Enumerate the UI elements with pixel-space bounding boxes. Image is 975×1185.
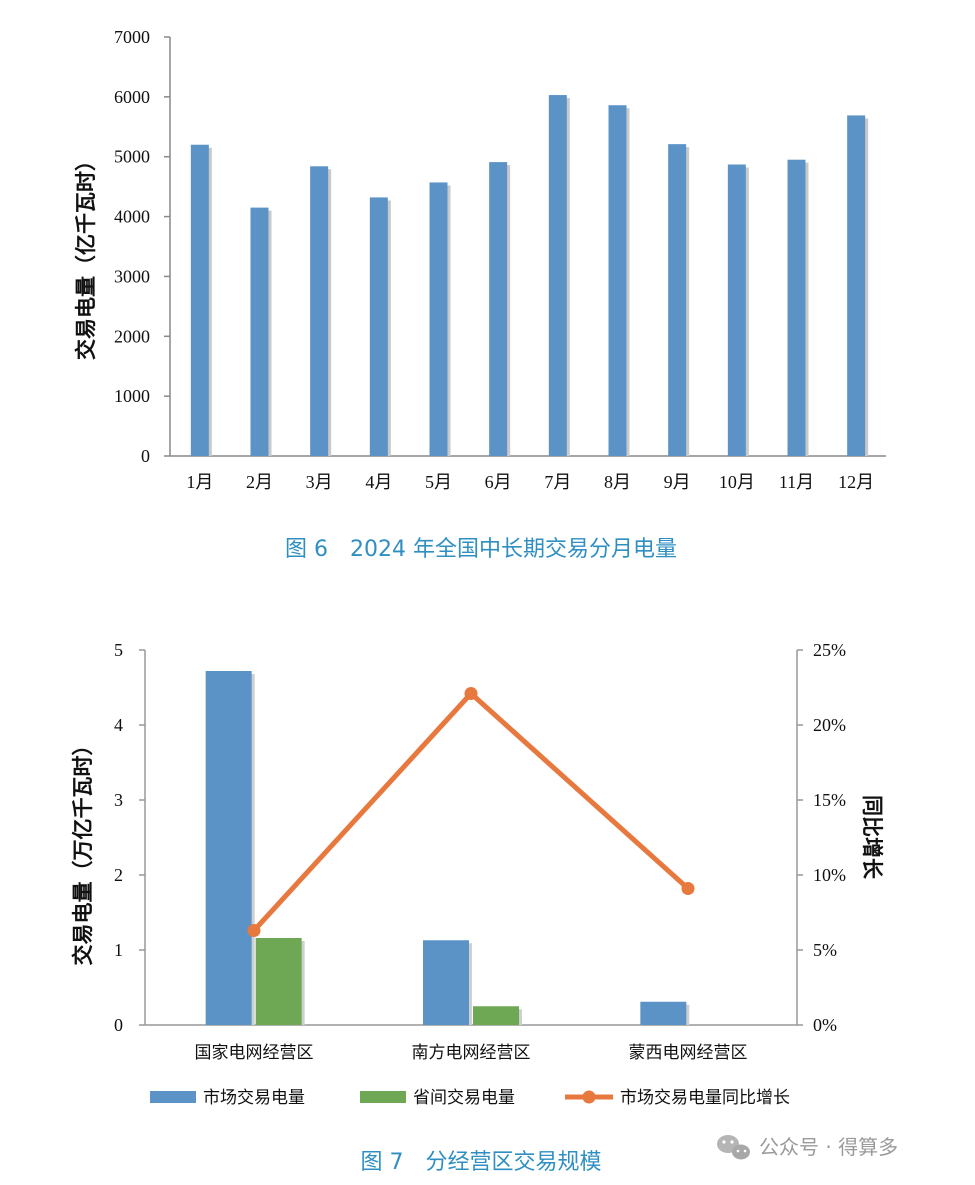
chart6-x-tick-label: 7月	[544, 472, 571, 492]
chart7-y2-tick-label: 20%	[813, 715, 846, 735]
chart6-bars	[190, 95, 869, 457]
chart7-y-tick-label: 3	[114, 790, 123, 810]
chart7-bar-interprovincial	[473, 1006, 519, 1025]
chart6-x-tick-label: 11月	[779, 472, 814, 492]
chart6-y-tick-label: 6000	[114, 87, 150, 107]
chart7-bar-market	[205, 671, 252, 1025]
chart6-bar	[250, 207, 269, 456]
chart7-y-axis-label: 交易电量（万亿千瓦时）	[71, 735, 95, 966]
chart6-y-axis-label: 交易电量（亿千瓦时）	[74, 150, 98, 360]
chart6-y-ticks: 0 1000 2000 3000 4000 5000 6000 7000	[114, 27, 170, 466]
chart7-bar-market	[640, 1001, 687, 1025]
chart6-bar	[310, 166, 329, 456]
chart6-y-tick-label: 1000	[114, 386, 150, 406]
chart6-bar	[548, 95, 567, 456]
chart6-caption: 图 6 2024 年全国中长期交易分月电量	[285, 537, 677, 562]
chart6-bar	[429, 182, 448, 456]
legend-marker	[582, 1090, 596, 1104]
chart7-y2-ticks: 0% 5% 10% 15% 20% 25%	[797, 640, 846, 1035]
watermark: 公众号 · 得算多	[717, 1135, 898, 1160]
chart6-bar	[847, 115, 866, 457]
chart7-y2-tick-label: 5%	[813, 940, 837, 960]
chart7-y-tick-label: 5	[114, 640, 123, 660]
chart6-y-tick-label: 0	[141, 446, 150, 466]
chart7-growth-point	[681, 882, 695, 895]
chart7-y-tick-label: 2	[114, 865, 123, 885]
chart7-bar-interprovincial	[255, 938, 302, 1025]
legend-label: 市场交易电量	[203, 1088, 305, 1108]
chart6-x-tick-label: 2月	[246, 472, 273, 492]
chart7-growth-line	[247, 687, 695, 937]
chart6-y-tick-label: 2000	[114, 326, 150, 346]
chart7-x-tick-label: 南方电网经营区	[412, 1043, 531, 1063]
chart7-y-tick-label: 0	[114, 1015, 123, 1035]
chart7-y2-tick-label: 0%	[813, 1015, 837, 1035]
legend-label: 市场交易电量同比增长	[620, 1088, 790, 1108]
chart7-growth-point	[464, 687, 478, 700]
chart6-bar	[369, 197, 388, 456]
chart6-x-tick-label: 1月	[186, 472, 213, 492]
chart6-x-tick-label: 6月	[485, 472, 512, 492]
chart6-bar	[190, 144, 209, 456]
chart7-y2-tick-label: 25%	[813, 640, 846, 660]
chart7-y-tick-label: 4	[114, 715, 123, 735]
chart7-x-tick-label: 蒙西电网经营区	[629, 1043, 748, 1063]
chart7-bars	[205, 671, 690, 1025]
chart6-y-tick-label: 7000	[114, 27, 150, 47]
chart7-caption: 图 7 分经营区交易规模	[361, 1150, 602, 1175]
legend-swatch	[150, 1091, 196, 1103]
chart7-legend: 市场交易电量 省间交易电量 市场交易电量同比增长	[150, 1088, 790, 1108]
chart7-y-ticks: 0 1 2 3 4 5	[114, 640, 145, 1035]
chart6-bar	[727, 164, 746, 456]
chart7-x-ticks: 国家电网经营区 南方电网经营区 蒙西电网经营区	[195, 1043, 748, 1063]
chart6-x-ticks: 1月 2月 3月 4月 5月 6月 7月 8月 9月 10月 11月 12月	[186, 472, 874, 492]
chart6-x-tick-label: 10月	[719, 472, 755, 492]
chart6-x-tick-label: 3月	[306, 472, 333, 492]
chart6-y-tick-label: 5000	[114, 147, 150, 167]
legend-swatch	[360, 1091, 406, 1103]
chart6-bar	[787, 159, 806, 456]
chart6-x-tick-label: 4月	[365, 472, 392, 492]
chart7-growth-point	[247, 924, 261, 937]
chart7-growth-polyline	[252, 691, 690, 933]
chart6-x-tick-label: 12月	[838, 472, 874, 492]
chart7-y2-tick-label: 15%	[813, 790, 846, 810]
chart7-x-tick-label: 国家电网经营区	[195, 1043, 314, 1063]
chart6-bar	[668, 144, 687, 456]
chart6-x-tick-label: 8月	[604, 472, 631, 492]
chart6-x-tick-label: 9月	[664, 472, 691, 492]
chart6-bar	[489, 162, 508, 456]
chart6-bar	[608, 105, 627, 456]
chart-6: 交易电量（亿千瓦时） 0 1000 2000 3000 4000 5000 6000 7000…	[74, 27, 886, 562]
chart6-y-tick-label: 3000	[114, 266, 150, 286]
legend-label: 省间交易电量	[413, 1088, 515, 1108]
chart7-bar-market	[423, 940, 469, 1025]
chart6-y-tick-label: 4000	[114, 207, 150, 227]
chart7-y2-tick-label: 10%	[813, 865, 846, 885]
watermark-text: 公众号 · 得算多	[759, 1135, 898, 1159]
chart-7: 交易电量（万亿千瓦时） 同比增长 0 1 2 3 4 5 0% 5% 10% 15% 20% 25%…	[71, 640, 884, 1175]
chart6-x-tick-label: 5月	[425, 472, 452, 492]
chart7-y-tick-label: 1	[114, 940, 123, 960]
wechat-icon	[717, 1135, 750, 1160]
chart7-y2-axis-label: 同比增长	[860, 795, 884, 880]
